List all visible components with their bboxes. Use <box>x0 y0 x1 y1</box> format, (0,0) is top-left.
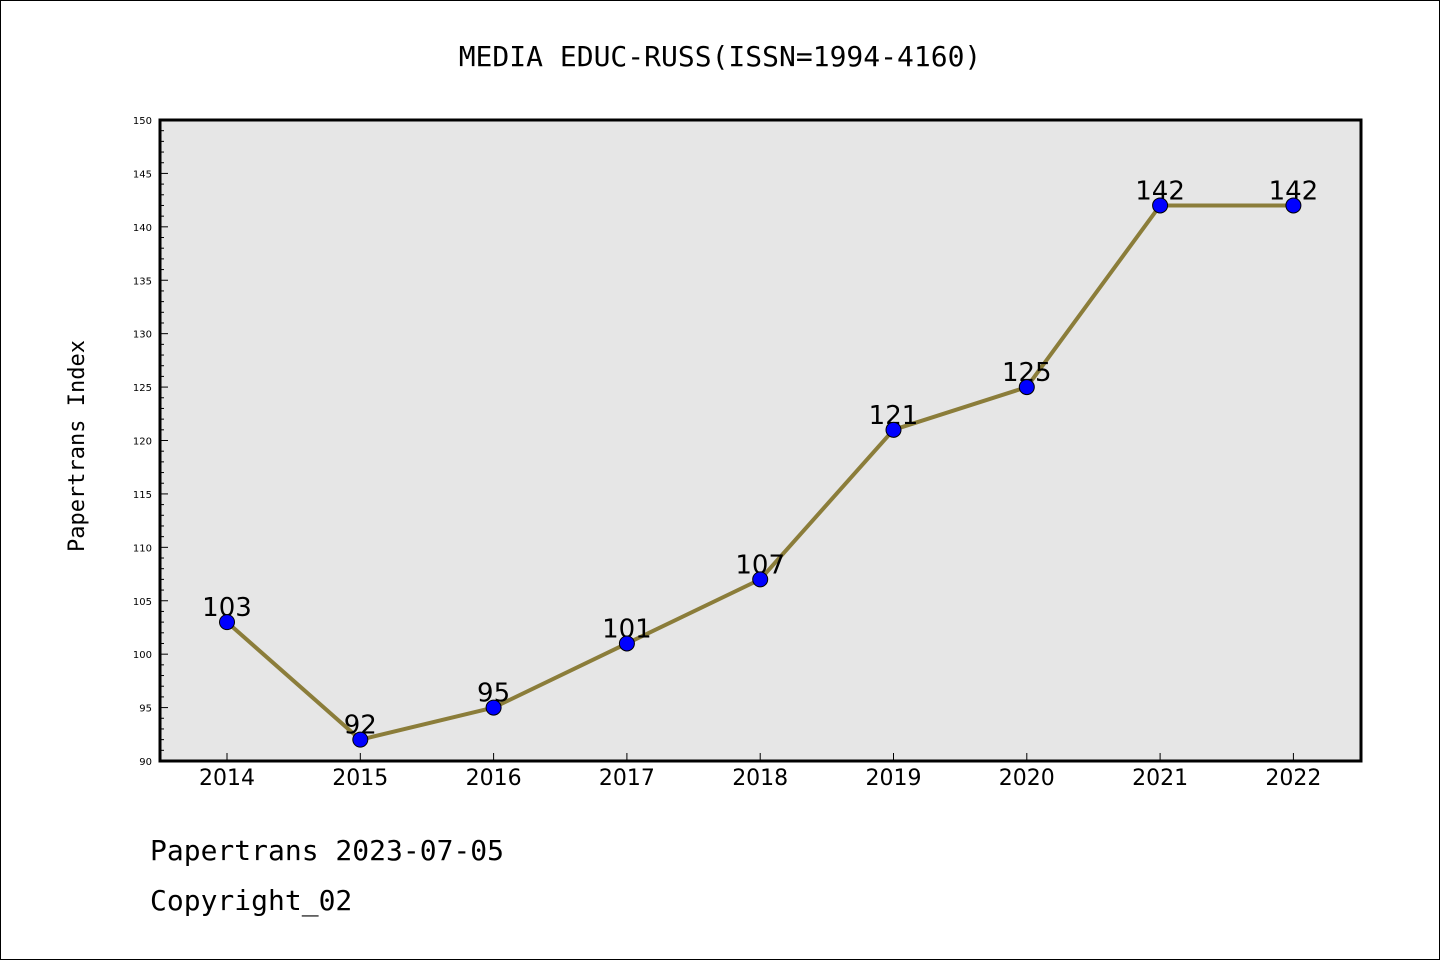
plot-area <box>158 118 1363 763</box>
y-tick-label: 150 <box>133 116 152 127</box>
y-tick-label: 115 <box>133 490 152 501</box>
data-point <box>885 421 902 438</box>
y-axis-label: Papertrans Index <box>65 340 90 552</box>
y-tick-label: 120 <box>133 437 152 448</box>
data-point <box>352 731 369 748</box>
x-tick-label: 2019 <box>866 766 922 791</box>
y-tick-label: 130 <box>133 330 152 341</box>
footer-copyright: Copyright_02 <box>150 884 353 917</box>
x-tick-label: 2014 <box>199 766 255 791</box>
y-tick-label: 100 <box>133 650 152 661</box>
data-point <box>752 571 769 588</box>
y-tick-label: 135 <box>133 276 152 287</box>
x-tick-label: 2021 <box>1132 766 1188 791</box>
x-tick-label: 2022 <box>1265 766 1321 791</box>
x-tick-label: 2015 <box>332 766 388 791</box>
data-point <box>618 635 635 652</box>
y-tick-label: 90 <box>139 757 152 768</box>
data-point <box>1152 197 1169 214</box>
x-tick-label: 2018 <box>732 766 788 791</box>
axis-ticks: 90 95 100 105 110 115 120 125 130 135 140 145 150 201… <box>133 116 1321 791</box>
footer-date: Papertrans 2023-07-05 <box>150 834 505 867</box>
y-tick-label: 110 <box>133 543 152 554</box>
x-tick-label: 2016 <box>466 766 522 791</box>
y-tick-label: 105 <box>133 597 152 608</box>
y-tick-label: 125 <box>133 383 152 394</box>
y-tick-label: 95 <box>139 704 152 715</box>
data-point <box>1285 197 1302 214</box>
chart-title: MEDIA EDUC-RUSS(ISSN=1994-4160) <box>459 40 982 73</box>
data-point <box>485 699 502 716</box>
data-point <box>219 614 235 631</box>
y-tick-label: 140 <box>133 223 152 234</box>
x-tick-label: 2020 <box>999 766 1055 791</box>
data-point <box>1018 379 1035 396</box>
x-tick-label: 2017 <box>599 766 655 791</box>
y-tick-label: 145 <box>133 169 152 180</box>
